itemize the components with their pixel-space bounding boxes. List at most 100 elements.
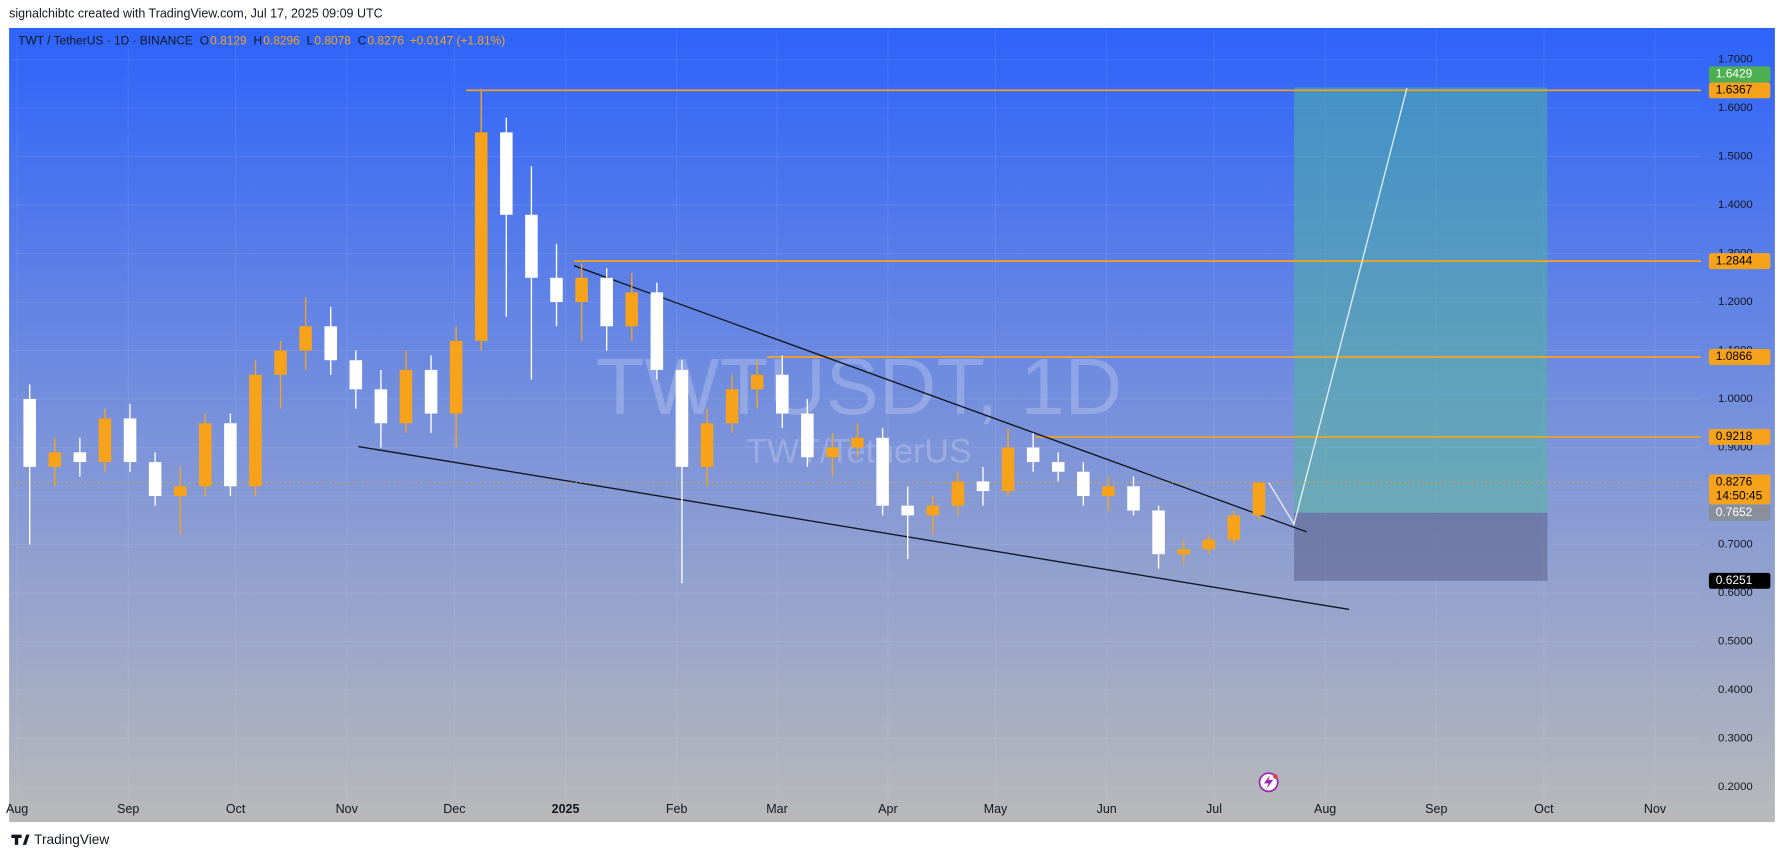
candle-body [1026, 447, 1040, 463]
x-tick-label: Aug [1314, 802, 1336, 816]
y-tick-label: 1.7000 [1718, 54, 1753, 66]
candle-body [1227, 515, 1241, 540]
candle-body [1177, 549, 1190, 555]
candle-body [951, 481, 965, 506]
candle-body [73, 452, 87, 463]
candle-body [1051, 462, 1065, 472]
price-tag-label: 0.9218 [1716, 429, 1753, 443]
price-tag [1708, 504, 1771, 521]
candle-body [1202, 539, 1216, 550]
legend: TWT / TetherUS · 1D · BINANCE O0.8129 H0.8… [18, 34, 505, 48]
y-tick-label: 1.5000 [1718, 151, 1753, 163]
projection-path [1268, 88, 1408, 526]
legend-item: 0.8276 [367, 34, 404, 48]
candle-body [976, 481, 990, 492]
stop-zone [1294, 512, 1548, 581]
price-tag-label: 1.6429 [1716, 67, 1753, 81]
attribution: signalchibtc created with TradingView.co… [9, 7, 383, 21]
price-tag-label: 0.7652 [1716, 505, 1753, 519]
footer-brand[interactable]: TradingView [34, 832, 109, 847]
legend-item: 0.8296 [263, 34, 300, 48]
trendline [358, 445, 1350, 611]
candle-body [424, 369, 438, 414]
legend-item: C [358, 34, 367, 48]
candle-body [901, 505, 914, 516]
y-tick-label: 1.2000 [1718, 296, 1753, 308]
price-tag [1708, 572, 1771, 589]
candle-body [1127, 486, 1140, 511]
price-tag-label: 1.6367 [1716, 82, 1753, 96]
x-tick-label: 2025 [552, 802, 580, 816]
candle-body [324, 326, 337, 361]
y-tick-label: 0.4000 [1718, 684, 1753, 696]
x-tick-label: May [984, 802, 1008, 816]
legend-item: 0.8078 [314, 34, 351, 48]
price-tag [1708, 474, 1771, 505]
y-tick-label: 0.5000 [1718, 635, 1753, 647]
candle-body [199, 423, 212, 487]
candle-body [725, 389, 739, 424]
legend-item: TWT / TetherUS · 1D · BINANCE [18, 34, 193, 48]
legend-item: 0.8129 [210, 34, 247, 48]
candle-body [1252, 482, 1266, 516]
candle-body [550, 277, 563, 303]
candle-body [23, 399, 36, 467]
price-tag-label: 1.0866 [1716, 349, 1753, 363]
x-tick-label: Nov [336, 802, 359, 816]
candle-body [474, 132, 488, 341]
x-tick-label: Sep [117, 802, 139, 816]
x-tick-label: Aug [6, 802, 28, 816]
candle-body [801, 413, 814, 458]
candle-body [123, 418, 137, 463]
x-tick-label: Mar [766, 802, 788, 816]
tradingview-logo [11, 834, 30, 845]
candle-body [675, 369, 689, 467]
x-tick-label: Dec [443, 802, 465, 816]
candle-body [449, 340, 463, 414]
candle-body [525, 214, 538, 278]
legend-item: +0.0147 (+1.81%) [410, 34, 506, 48]
x-tick-label: Feb [666, 802, 688, 816]
price-tag-label: 0.8276 [1716, 475, 1753, 489]
price-tag-label: 0.6251 [1716, 573, 1753, 587]
legend-item: O [200, 34, 209, 48]
price-tag [1708, 428, 1771, 445]
candle-body [48, 452, 62, 467]
legend-item: L [307, 34, 314, 48]
price-tag [1708, 349, 1771, 365]
candle-body [851, 437, 864, 448]
candle-body [750, 374, 764, 390]
candle-body [876, 437, 889, 506]
candle-body [173, 486, 187, 496]
candle-body [224, 423, 237, 487]
candle-body [349, 360, 363, 390]
price-tag-countdown: 14:50:45 [1716, 488, 1763, 502]
candle-body [776, 374, 789, 414]
candle-body [700, 423, 714, 467]
candle-body [98, 418, 112, 463]
candle-body [1001, 447, 1015, 492]
x-tick-label: Apr [878, 802, 897, 816]
y-tick-label: 0.2000 [1718, 781, 1753, 793]
y-tick-label: 1.6000 [1718, 102, 1753, 114]
price-tag-label: 1.2844 [1716, 253, 1753, 267]
x-tick-label: Jun [1097, 802, 1117, 816]
candle-body [500, 132, 513, 215]
candle-body [249, 374, 262, 487]
candle-body [399, 369, 413, 424]
watermark: TWTUSDT, 1D [596, 342, 1122, 431]
candle-body [575, 277, 588, 303]
y-tick-label: 0.3000 [1718, 732, 1753, 744]
profit-zone [1294, 87, 1548, 513]
legend-item: H [253, 34, 262, 48]
lightning-icon [1258, 772, 1279, 793]
y-tick-label: 0.6000 [1718, 587, 1753, 599]
x-tick-label: Nov [1644, 802, 1667, 816]
y-tick-label: 1.0000 [1718, 393, 1753, 405]
candle-body [650, 292, 664, 370]
price-tag [1708, 66, 1771, 83]
candle-body [600, 277, 613, 327]
candle-body [926, 505, 940, 516]
